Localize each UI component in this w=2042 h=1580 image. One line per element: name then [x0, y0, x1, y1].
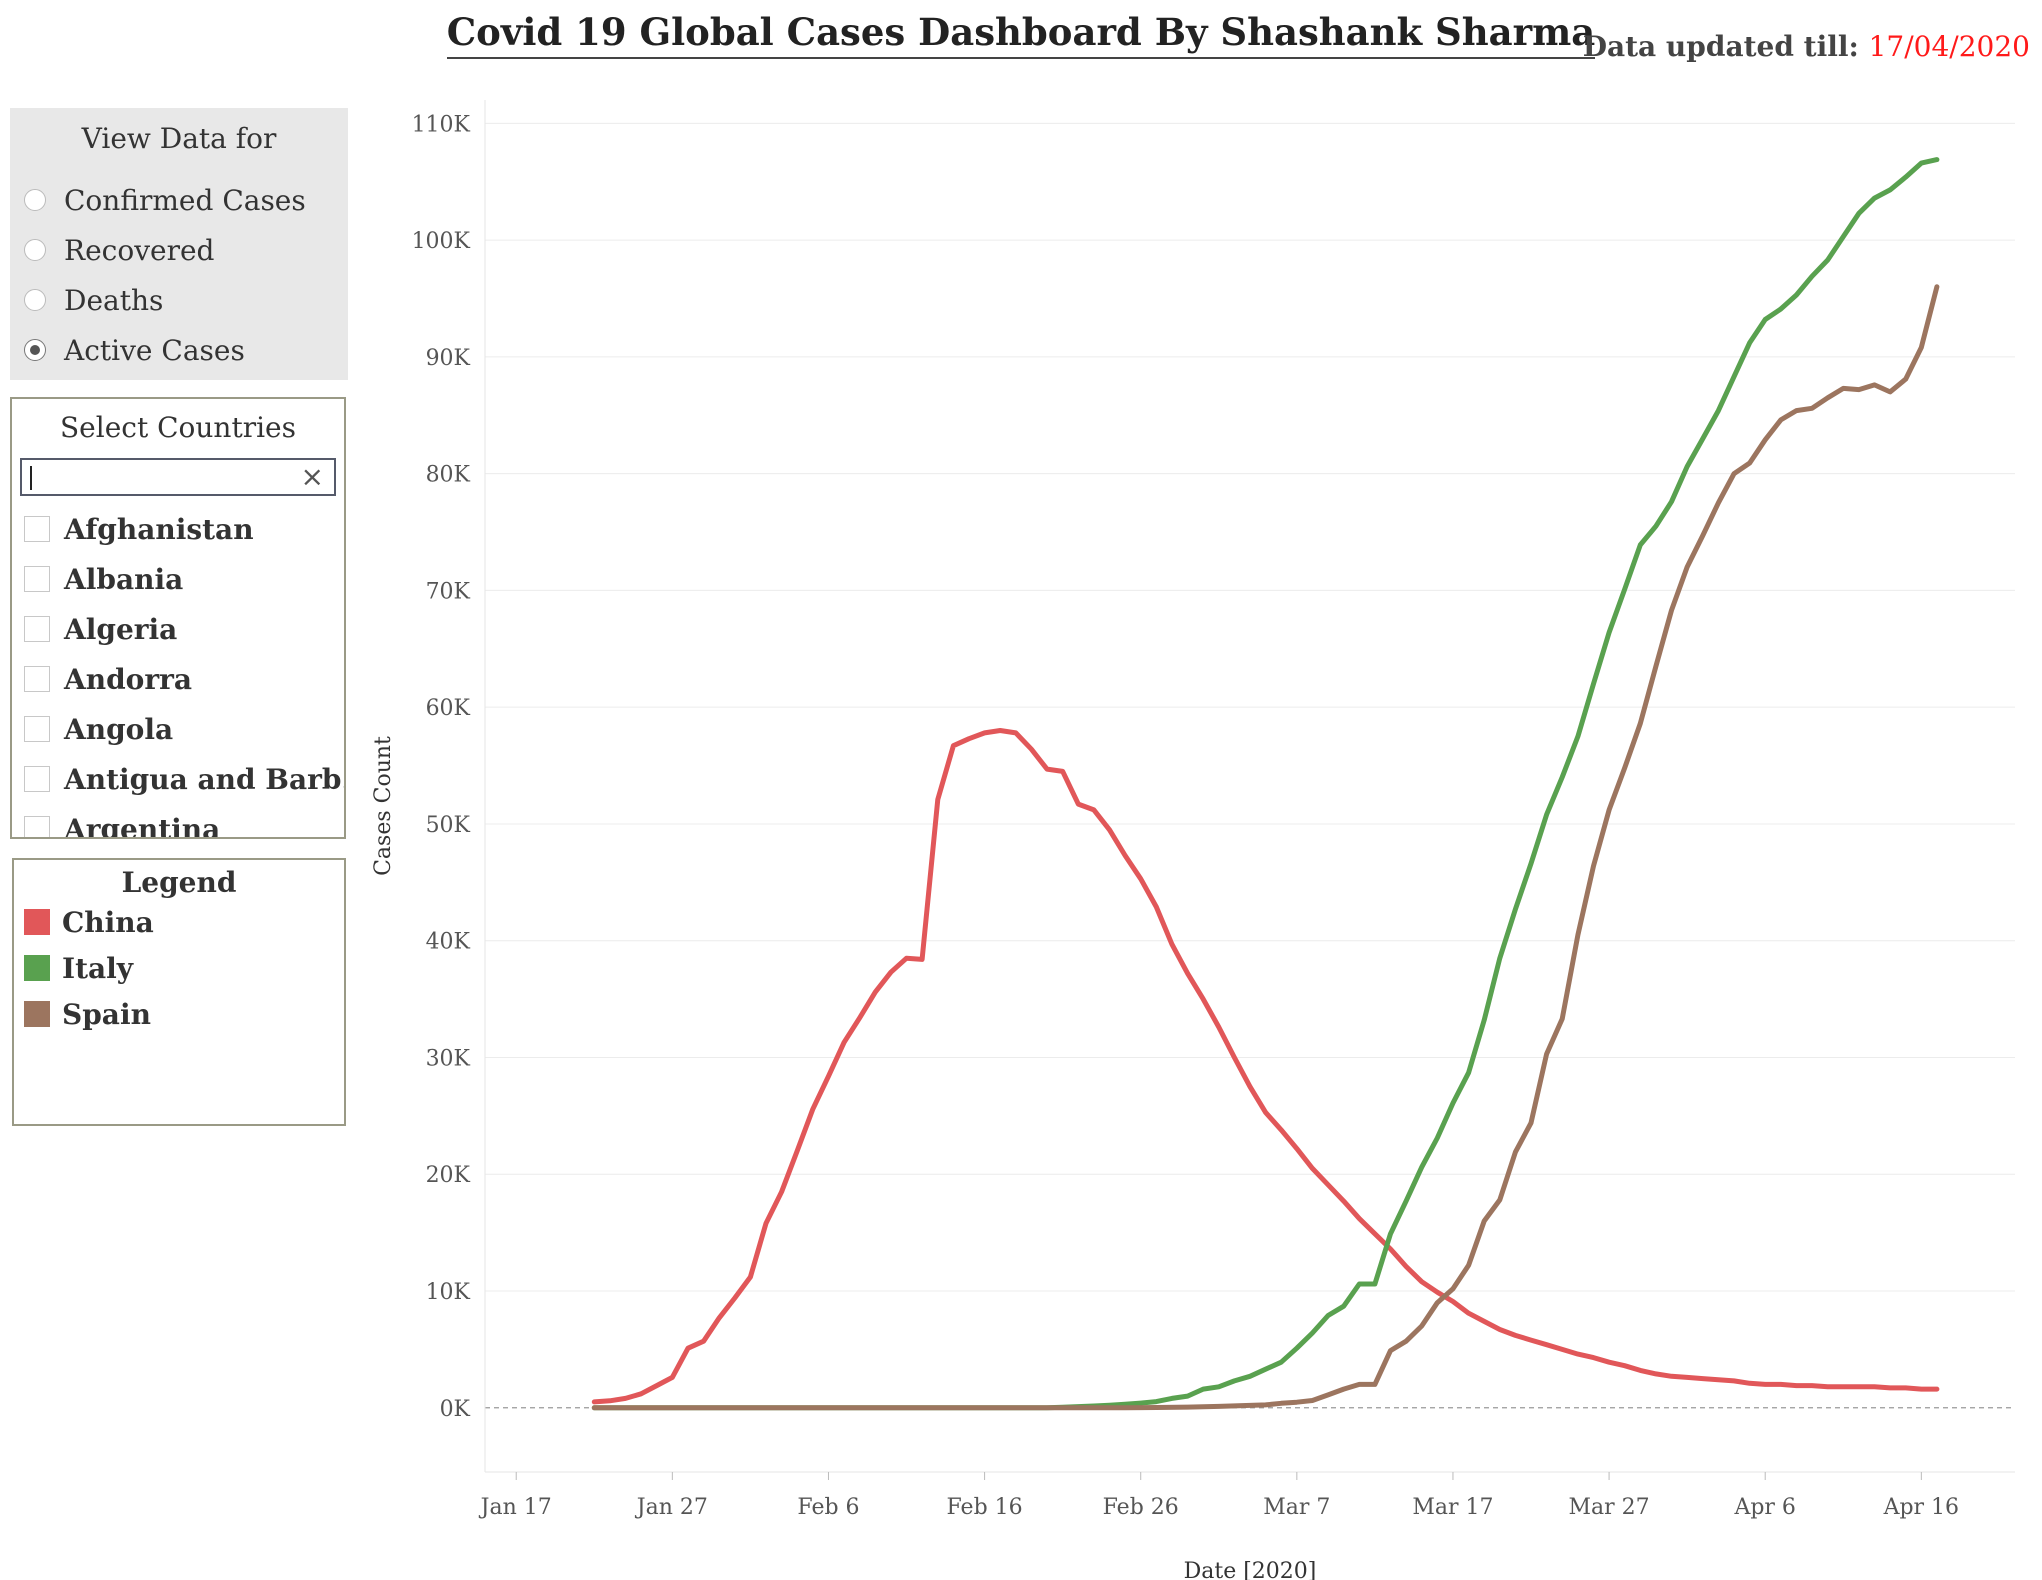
checkbox[interactable] [24, 616, 50, 642]
radio-circle-icon[interactable] [24, 239, 46, 261]
radio-circle-icon[interactable] [24, 289, 46, 311]
y-tick-label: 90K [426, 346, 471, 371]
checkbox[interactable] [24, 816, 50, 837]
y-tick-label: 70K [426, 579, 471, 604]
y-tick-label: 10K [426, 1280, 471, 1305]
grid-layer [485, 122, 2015, 1409]
data-updated-date: 17/04/2020 [1868, 30, 2030, 63]
y-tick-label: 20K [426, 1163, 471, 1188]
country-label: Angola [64, 712, 174, 746]
axis-layer: 0K 10K 20K 30K 40K 50K 60K 70K 80K 90K 100K 110K Jan… [412, 100, 2015, 1520]
checkbox[interactable] [24, 766, 50, 792]
select-countries-panel: Select Countries × Afghanistan Albania A… [10, 397, 346, 839]
checkbox[interactable] [24, 566, 50, 592]
legend-label: Italy [62, 951, 134, 985]
country-label: Andorra [64, 662, 192, 696]
checkbox[interactable] [24, 716, 50, 742]
radio-deaths[interactable]: Deaths [10, 275, 348, 325]
radio-label: Active Cases [64, 333, 245, 367]
dashboard-title: Covid 19 Global Cases Dashboard By Shash… [0, 10, 2042, 59]
view-data-panel: View Data for Confirmed Cases Recovered … [10, 108, 348, 380]
radio-circle-icon[interactable] [24, 189, 46, 211]
data-updated-label: Data updated till: [1582, 30, 1859, 63]
country-item-albania[interactable]: Albania [12, 554, 344, 604]
close-icon[interactable]: × [300, 460, 324, 493]
country-label: Algeria [64, 612, 178, 646]
x-tick-label: Jan 17 [479, 1495, 552, 1520]
checkbox[interactable] [24, 666, 50, 692]
country-label: Albania [64, 562, 184, 596]
select-countries-title: Select Countries [60, 411, 296, 444]
country-item-angola[interactable]: Angola [12, 704, 344, 754]
x-tick-label: Jan 27 [635, 1495, 708, 1520]
radio-label: Confirmed Cases [64, 183, 306, 217]
x-tick-label: Mar 17 [1412, 1495, 1493, 1520]
country-item-antigua-and-barbuda[interactable]: Antigua and Barb… [12, 754, 344, 804]
radio-selected-icon[interactable] [24, 339, 46, 361]
country-item-andorra[interactable]: Andorra [12, 654, 344, 704]
text-cursor [30, 466, 32, 490]
legend-label: China [62, 905, 154, 939]
x-tick-label: Feb 6 [797, 1495, 859, 1520]
x-tick-label: Mar 7 [1263, 1495, 1330, 1520]
cases-line-chart[interactable]: 0K 10K 20K 30K 40K 50K 60K 70K 80K 90K 100K 110K Jan… [360, 100, 2030, 1580]
legend-item-china: China [14, 899, 344, 945]
x-tick-label: Apr 6 [1733, 1495, 1795, 1520]
radio-confirmed-cases[interactable]: Confirmed Cases [10, 175, 348, 225]
view-data-title: View Data for [81, 122, 277, 155]
radio-recovered[interactable]: Recovered [10, 225, 348, 275]
y-tick-label: 0K [440, 1397, 471, 1422]
country-label: Antigua and Barb… [64, 762, 346, 796]
y-tick-label: 50K [426, 813, 471, 838]
radio-active-cases[interactable]: Active Cases [10, 325, 348, 375]
legend-item-spain: Spain [14, 991, 344, 1037]
y-tick-label: 30K [426, 1046, 471, 1071]
x-tick-label: Apr 16 [1883, 1495, 1959, 1520]
series-layer [591, 157, 1940, 1411]
checkbox[interactable] [24, 516, 50, 542]
legend-item-italy: Italy [14, 945, 344, 991]
legend-swatch-spain [24, 1001, 50, 1027]
x-tick-label: Feb 16 [947, 1495, 1023, 1520]
y-tick-label: 100K [412, 229, 471, 254]
y-tick-label: 80K [426, 463, 471, 488]
y-tick-label: 60K [426, 696, 471, 721]
legend-swatch-china [24, 909, 50, 935]
x-tick-label: Feb 26 [1103, 1495, 1179, 1520]
view-data-options: Confirmed Cases Recovered Deaths Active … [10, 175, 348, 375]
country-list[interactable]: Afghanistan Albania Algeria Andorra Ango… [12, 504, 344, 839]
radio-label: Deaths [64, 283, 164, 317]
legend-panel: Legend China Italy Spain [12, 858, 346, 1126]
x-axis-title: Date [2020] [1184, 1559, 1317, 1580]
legend-title: Legend [121, 866, 237, 899]
country-search-input[interactable]: × [20, 458, 336, 496]
country-item-afghanistan[interactable]: Afghanistan [12, 504, 344, 554]
y-tick-label: 40K [426, 930, 471, 955]
series-line-italy [591, 157, 1940, 1411]
data-updated: Data updated till: 17/04/2020 [1583, 30, 2030, 63]
x-tick-label: Mar 27 [1569, 1495, 1650, 1520]
y-axis-title: Cases Count [371, 736, 396, 876]
radio-label: Recovered [64, 233, 215, 267]
legend-label: Spain [62, 997, 151, 1031]
country-item-algeria[interactable]: Algeria [12, 604, 344, 654]
dashboard-title-text: Covid 19 Global Cases Dashboard By Shash… [446, 10, 1596, 59]
country-label: Afghanistan [64, 512, 254, 546]
series-line-spain [591, 284, 1940, 1411]
series-line-china [591, 728, 1940, 1405]
country-item-argentina[interactable]: Argentina [12, 804, 344, 839]
legend-swatch-italy [24, 955, 50, 981]
country-label: Argentina [64, 812, 221, 839]
y-tick-label: 110K [412, 112, 471, 137]
